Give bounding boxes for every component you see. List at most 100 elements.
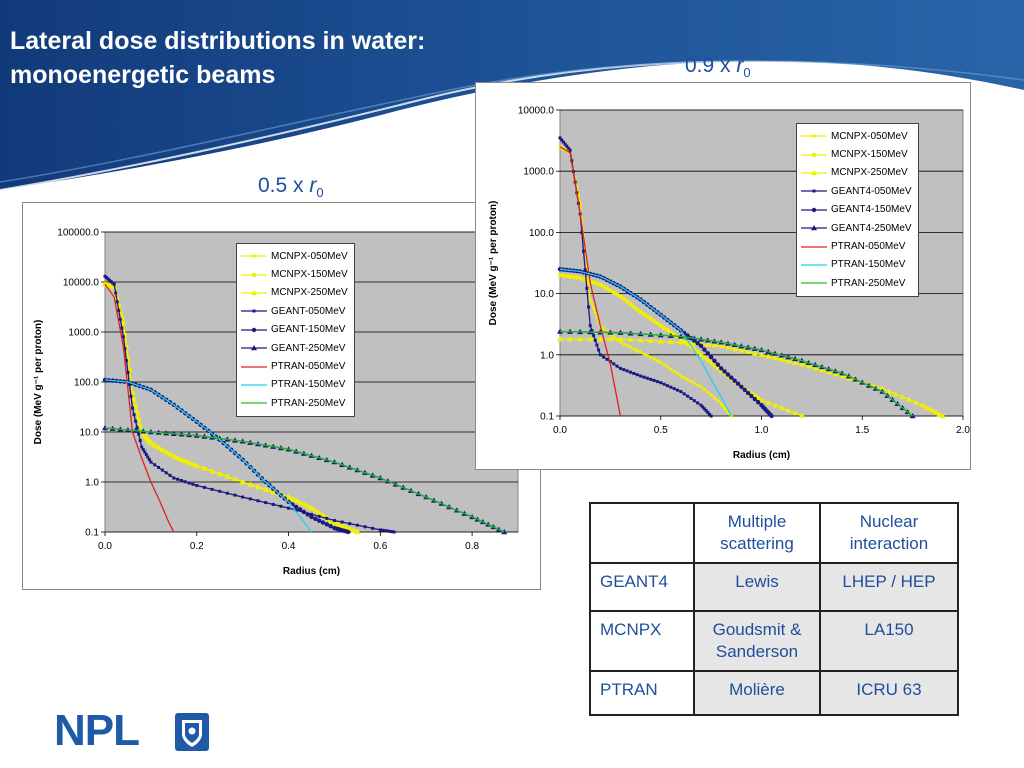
legend-swatch — [241, 289, 267, 296]
y-tick-label: 10000.0 — [63, 278, 100, 289]
legend-label: MCNPX-250MeV — [831, 167, 908, 179]
legend-swatch — [241, 327, 267, 332]
legend-entry: MCNPX-050MeV — [801, 127, 912, 145]
legend-swatch — [241, 384, 267, 386]
series-line — [104, 427, 505, 533]
legend-label: PTRAN-150MeV — [831, 259, 906, 271]
series-ptran-050mev — [104, 283, 175, 533]
y-tick-label: 100000.0 — [57, 228, 99, 239]
legend-swatch — [801, 264, 827, 266]
series-line — [104, 379, 313, 533]
row-nuclear: LA150 — [819, 610, 959, 672]
right-chart-caption: 0.9 x r0 — [685, 54, 751, 80]
series-line — [559, 146, 622, 417]
y-axis-label: Dose (MeV g⁻¹ per proton) — [488, 201, 499, 326]
slide-title: Lateral dose distributions in water: mon… — [10, 24, 530, 92]
legend-label: GEANT-250MeV — [271, 342, 346, 354]
legend-label: MCNPX-150MeV — [271, 269, 348, 281]
x-tick-label: 0.4 — [282, 541, 296, 552]
title-line-1: Lateral dose distributions in water: — [10, 27, 426, 55]
legend-label: PTRAN-250MeV — [831, 277, 906, 289]
legend-entry: PTRAN-050MeV — [241, 357, 348, 375]
legend-swatch — [241, 254, 267, 258]
legend-entry: MCNPX-150MeV — [801, 145, 912, 163]
legend-swatch — [801, 169, 827, 176]
header-nuclear-interaction: Nuclear interaction — [819, 502, 959, 564]
y-tick-label: 1.0 — [85, 478, 99, 489]
y-tick-label: 1000.0 — [68, 328, 99, 339]
legend-entry: GEANT4-050MeV — [801, 182, 912, 200]
npl-logo-text: NPL — [54, 706, 140, 755]
table-row: PTRAN Molière ICRU 63 — [589, 670, 959, 716]
x-tick-label: 0.0 — [98, 541, 112, 552]
legend-swatch — [801, 225, 827, 231]
y-tick-label: 100.0 — [529, 228, 554, 239]
x-tick-label: 0.0 — [553, 425, 567, 436]
legend-label: MCNPX-150MeV — [831, 149, 908, 161]
left-chart-panel: 0.1 1.0 10.0 100.0 1000.0 10000.0 100000.0 0.0 0… — [22, 202, 541, 590]
right-caption-prefix: 0.9 x — [685, 54, 737, 77]
x-tick-label: 0.8 — [465, 541, 479, 552]
x-tick-label: 0.5 — [654, 425, 668, 436]
x-tick-label: 0.6 — [373, 541, 387, 552]
legend-entry: MCNPX-250MeV — [801, 164, 912, 182]
row-code: PTRAN — [589, 670, 695, 716]
header-multiple-scattering: Multiple scattering — [693, 502, 821, 564]
legend-swatch — [241, 309, 267, 313]
legend-swatch — [241, 345, 267, 351]
legend-swatch — [801, 245, 827, 248]
legend-label: PTRAN-050MeV — [831, 241, 906, 253]
legend-label: GEANT-150MeV — [271, 324, 346, 336]
x-tick-label: 0.2 — [190, 541, 204, 552]
legend-entry: GEANT-150MeV — [241, 321, 348, 339]
right-chart-legend: MCNPX-050MeV MCNPX-150MeV MCNPX-250MeV GEAN… — [796, 123, 919, 297]
legend-label: GEANT-050MeV — [271, 305, 346, 317]
legend-label: PTRAN-050MeV — [271, 361, 346, 373]
series-ptran-250mev — [104, 427, 505, 533]
title-line-2: monoenergetic beams — [10, 61, 276, 89]
x-tick-label: 1.5 — [855, 425, 869, 436]
x-axis-label: Radius (cm) — [733, 450, 790, 461]
legend-entry: PTRAN-250MeV — [801, 274, 912, 292]
header-banner — [0, 0, 1024, 191]
y-tick-label: 10000.0 — [518, 106, 555, 117]
legend-entry: PTRAN-050MeV — [801, 237, 912, 255]
legend-entry: GEANT-050MeV — [241, 302, 348, 320]
row-nuclear: ICRU 63 — [819, 670, 959, 716]
legend-label: GEANT4-250MeV — [831, 222, 912, 234]
legend-label: GEANT4-050MeV — [831, 185, 912, 197]
right-chart-panel: 0.1 1.0 10.0 100.0 1000.0 10000.0 0.0 0.5 1.0 1.5… — [475, 82, 971, 470]
legend-entry: GEANT-250MeV — [241, 339, 348, 357]
x-axis-label: Radius (cm) — [283, 566, 340, 577]
code-comparison-table: Multiple scattering Nuclear interaction … — [589, 502, 959, 716]
legend-swatch — [241, 272, 267, 277]
row-code: GEANT4 — [589, 562, 695, 612]
legend-entry: MCNPX-250MeV — [241, 284, 348, 302]
legend-swatch — [801, 152, 827, 157]
legend-entry: MCNPX-150MeV — [241, 265, 348, 283]
table-header-row: Multiple scattering Nuclear interaction — [589, 502, 959, 564]
y-tick-label: 1.0 — [540, 350, 554, 361]
legend-swatch — [801, 189, 827, 193]
left-chart-caption: 0.5 x r0 — [258, 174, 324, 200]
row-scattering: Goudsmit & Sanderson — [693, 610, 821, 672]
row-code: MCNPX — [589, 610, 695, 672]
legend-label: GEANT4-150MeV — [831, 204, 912, 216]
y-axis-label: Dose (MeV g⁻¹ per proton) — [33, 320, 44, 445]
legend-entry: PTRAN-250MeV — [241, 394, 348, 412]
legend-entry: PTRAN-150MeV — [801, 256, 912, 274]
legend-swatch — [241, 365, 267, 368]
series-line — [559, 268, 732, 417]
left-caption-var: r — [309, 174, 317, 197]
y-tick-label: 0.1 — [540, 412, 554, 423]
series-mcnpx-050mev — [558, 145, 733, 418]
y-tick-label: 0.1 — [85, 528, 99, 539]
series-ptran-250mev — [559, 330, 914, 417]
legend-label: PTRAN-250MeV — [271, 397, 346, 409]
right-caption-var: r — [736, 54, 744, 77]
x-tick-label: 2.0 — [956, 425, 970, 436]
legend-swatch — [241, 402, 267, 404]
left-caption-sub: 0 — [316, 185, 324, 201]
y-tick-label: 10.0 — [80, 428, 100, 439]
legend-entry: MCNPX-050MeV — [241, 247, 348, 265]
